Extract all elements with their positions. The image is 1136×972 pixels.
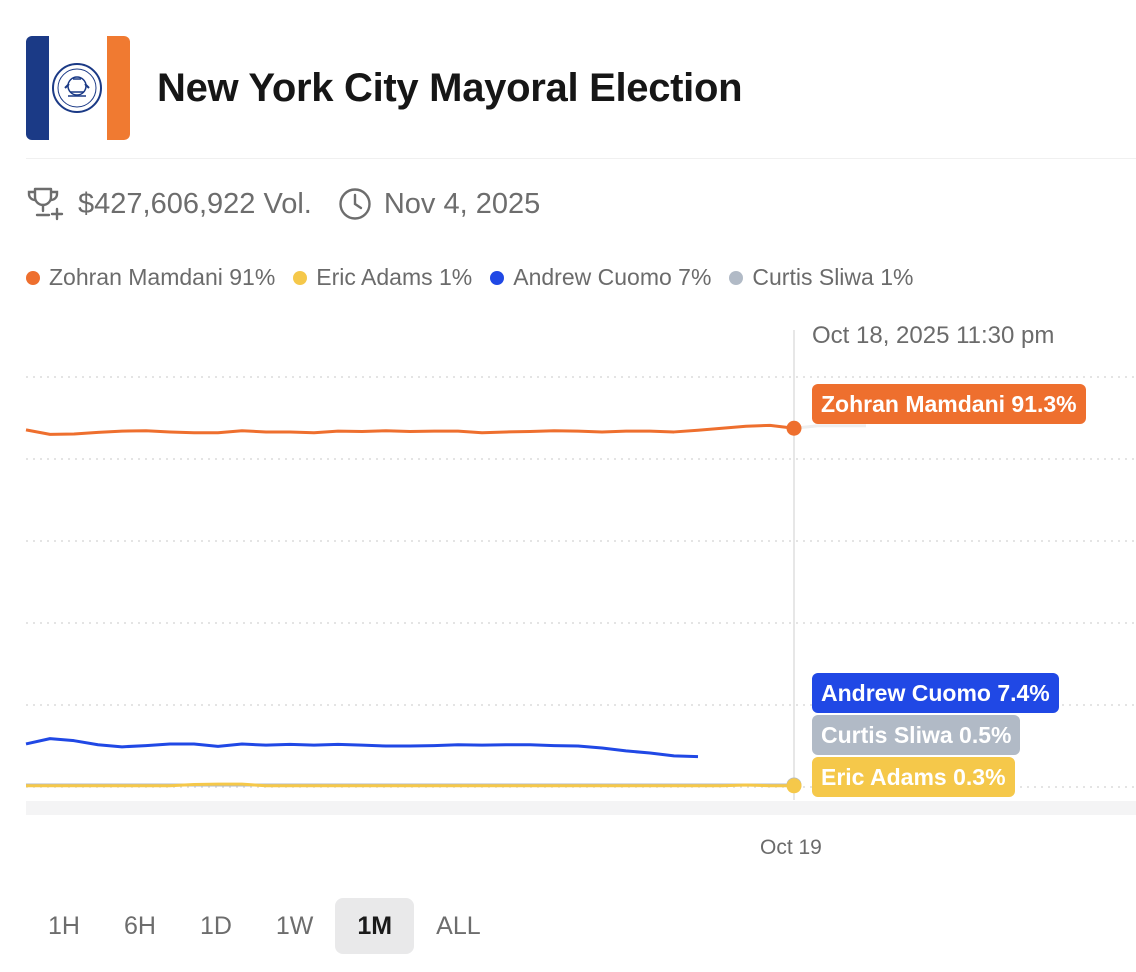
legend-label: Curtis Sliwa 1% (752, 264, 914, 290)
range-button-1w[interactable]: 1W (275, 912, 314, 940)
header-divider (26, 158, 1136, 159)
series-line (25, 737, 699, 759)
range-button-1d[interactable]: 1D (199, 912, 232, 940)
city-seal-icon (52, 63, 102, 113)
series-line (25, 423, 795, 436)
legend-item[interactable]: Eric Adams 1% (293, 264, 472, 291)
range-button-6h[interactable]: 6H (123, 912, 156, 940)
clock-icon (339, 188, 371, 220)
trophy-icon (27, 187, 64, 221)
page-title: New York City Mayoral Election (157, 66, 743, 110)
volume-text: $427,606,922 Vol. (78, 187, 312, 220)
hover-tag: Eric Adams 0.3% (812, 757, 1015, 797)
hover-point (786, 778, 802, 794)
hover-tag: Andrew Cuomo 7.4% (812, 673, 1059, 713)
legend-item[interactable]: Zohran Mamdani 91% (26, 264, 275, 291)
legend-label: Zohran Mamdani 91% (49, 264, 276, 290)
time-range-selector: 1H 6H 1D 1W 1M ALL (26, 898, 503, 954)
market-meta: $427,606,922 Vol. Nov 4, 2025 (26, 184, 540, 224)
hover-tag: Curtis Sliwa 0.5% (812, 715, 1021, 755)
x-tick-label: Oct 19 (760, 836, 822, 859)
series-line-future (793, 424, 866, 430)
chart-baseline-band (26, 801, 1136, 815)
series-line (26, 782, 794, 788)
range-button-all[interactable]: ALL (436, 912, 481, 940)
chart-legend: Zohran Mamdani 91% Eric Adams 1% Andrew Cu… (26, 264, 931, 291)
hover-point (786, 420, 802, 436)
legend-label: Andrew Cuomo 7% (513, 264, 712, 290)
legend-dot-icon (26, 270, 40, 285)
hover-tag: Zohran Mamdani 91.3% (812, 384, 1086, 424)
legend-label: Eric Adams 1% (316, 264, 473, 290)
hover-date-label: Oct 18, 2025 11:30 pm (812, 322, 1055, 349)
range-button-1m[interactable]: 1M (335, 898, 415, 954)
legend-dot-icon (490, 270, 505, 285)
market-header: New York City Mayoral Election (26, 36, 1126, 140)
range-button-1h[interactable]: 1H (48, 912, 80, 940)
nyc-flag-icon (26, 36, 130, 140)
legend-item[interactable]: Curtis Sliwa 1% (729, 264, 913, 291)
legend-dot-icon (729, 270, 744, 285)
legend-dot-icon (293, 270, 308, 285)
legend-item[interactable]: Andrew Cuomo 7% (490, 264, 711, 291)
end-date-text: Nov 4, 2025 (383, 187, 541, 220)
